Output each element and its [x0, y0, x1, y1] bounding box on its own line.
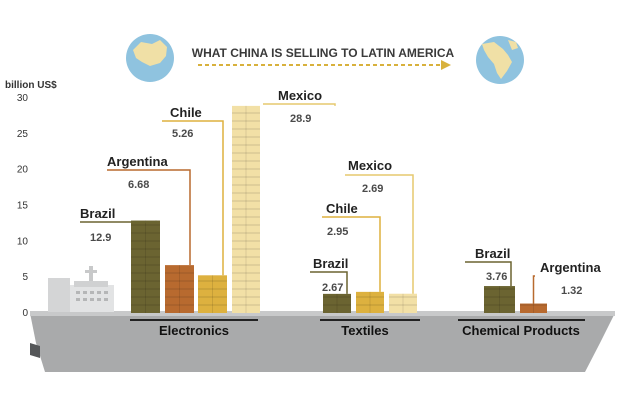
bar-country-label: Mexico	[348, 158, 392, 173]
bar-textiles-mexico	[389, 293, 417, 313]
y-tick-label: 0	[22, 308, 28, 319]
y-axis-label: billion US$	[5, 80, 57, 91]
bar-value-label: 2.95	[327, 226, 348, 238]
chart-title: WHAT CHINA IS SELLING TO LATIN AMERICA	[192, 46, 455, 60]
bar-country-label: Mexico	[278, 88, 322, 103]
y-tick-label: 15	[17, 201, 29, 212]
bar-country-label: Argentina	[107, 154, 168, 169]
bar-chemical-products-brazil	[484, 286, 515, 313]
bar-country-label: Argentina	[540, 260, 601, 275]
bar-electronics-mexico	[232, 105, 260, 313]
bar-country-label: Chile	[170, 105, 202, 120]
bar-country-label: Brazil	[313, 256, 348, 271]
bar-country-label: Brazil	[80, 206, 115, 221]
leader-line	[263, 103, 336, 106]
china-globe-icon	[126, 34, 174, 82]
bar-chemical-products-argentina	[520, 303, 547, 313]
y-tick-label: 30	[17, 93, 29, 104]
bar-country-label: Brazil	[475, 246, 510, 261]
labels-layer: Brazil 12.9 Argentina 6.68 Chile 5.26 Mexico 28…	[80, 88, 601, 304]
leader-line	[345, 174, 414, 294]
leader-line	[310, 271, 348, 294]
bar-textiles-brazil	[323, 293, 351, 313]
bar-electronics-brazil	[131, 220, 160, 313]
bar-value-label: 2.67	[322, 282, 343, 294]
y-axis-ticks: 0 5 10 15 20 25 30	[17, 93, 29, 319]
group-labels-layer: Electronics Textiles Chemical Products	[130, 319, 585, 338]
bar-value-label: 2.69	[362, 183, 383, 195]
category-label: Electronics	[159, 323, 229, 338]
bar-textiles-chile	[356, 291, 384, 313]
latin-america-globe-icon	[476, 36, 524, 84]
ship-illustration	[30, 266, 615, 372]
leader-line	[107, 169, 191, 266]
bar-electronics-chile	[198, 275, 227, 313]
bar-electronics-argentina	[165, 265, 194, 313]
y-tick-label: 10	[17, 236, 29, 247]
bar-value-label: 28.9	[290, 113, 311, 125]
bar-value-label: 3.76	[486, 271, 507, 283]
bar-value-label: 5.26	[172, 128, 193, 140]
dashed-arrow-icon	[198, 60, 451, 70]
bar-value-label: 1.32	[561, 285, 582, 297]
bar-value-label: 6.68	[128, 179, 149, 191]
leader-line	[322, 216, 381, 292]
category-label: Textiles	[341, 323, 388, 338]
leader-line	[80, 220, 157, 223]
leader-line	[532, 275, 535, 304]
bars-layer	[131, 105, 547, 313]
category-label: Chemical Products	[462, 323, 580, 338]
leader-line	[162, 120, 224, 276]
bar-country-label: Chile	[326, 201, 358, 216]
bar-value-label: 12.9	[90, 232, 111, 244]
y-tick-label: 5	[22, 272, 28, 283]
y-tick-label: 20	[17, 165, 29, 176]
y-tick-label: 25	[17, 129, 29, 140]
leader-line	[465, 261, 512, 287]
